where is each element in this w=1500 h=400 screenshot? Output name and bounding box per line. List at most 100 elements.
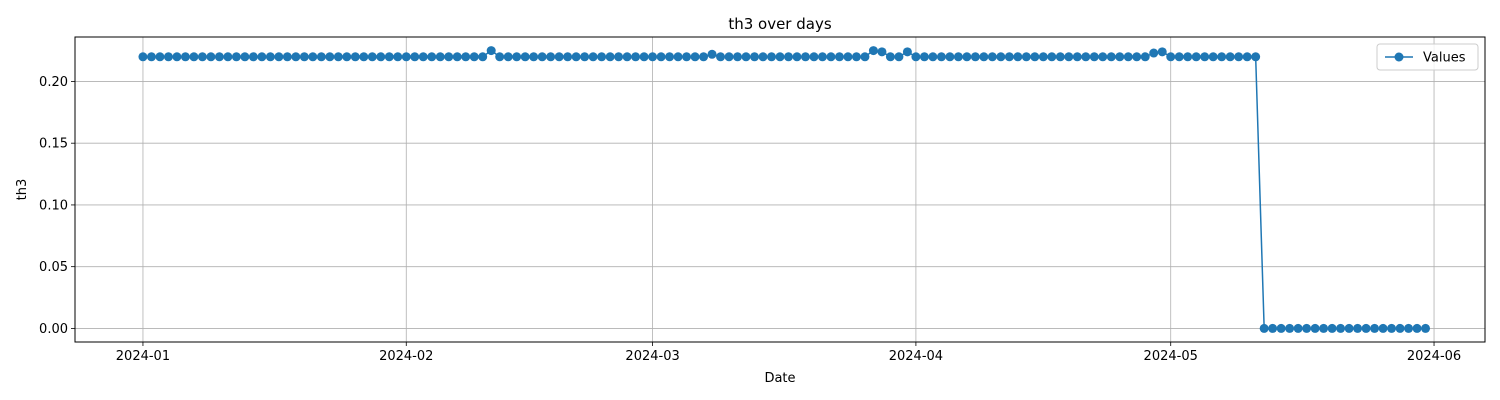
x-axis-label: Date [764,371,795,386]
data-point [1251,52,1261,62]
data-point [189,52,199,62]
data-point [1183,52,1193,62]
data-point [427,52,437,62]
data-point [1013,52,1023,62]
data-point [384,52,394,62]
data-point [1140,52,1150,62]
data-point [1361,323,1371,333]
data-point [1157,47,1167,57]
data-point [665,52,675,62]
data-point [571,52,581,62]
data-point [1047,52,1057,62]
chart-title: th3 over days [728,15,832,33]
data-point [885,52,895,62]
x-tick-label: 2024-06 [1407,349,1461,364]
data-point [758,52,768,62]
data-point [792,52,802,62]
data-point [1072,52,1082,62]
data-point [520,52,530,62]
series-layer [138,46,1431,333]
data-point [1259,323,1269,333]
data-point [248,52,258,62]
data-point [503,52,513,62]
data-point [1353,323,1363,333]
data-point [936,52,946,62]
data-point [979,52,989,62]
data-point [282,52,292,62]
data-point [274,52,284,62]
data-point [316,52,326,62]
data-point [418,52,428,62]
data-point [325,52,335,62]
data-point [1004,52,1014,62]
data-point [478,52,488,62]
data-point [648,52,658,62]
data-point [800,52,810,62]
data-point [1166,52,1176,62]
data-point [257,52,267,62]
data-point [1319,323,1329,333]
data-point [1200,52,1210,62]
data-point [1293,323,1303,333]
data-point [1081,52,1091,62]
data-point [1395,323,1405,333]
data-point [435,52,445,62]
data-point [962,52,972,62]
data-point [410,52,420,62]
data-point [452,52,462,62]
y-tick-label: 0.15 [39,137,68,152]
data-point [597,52,607,62]
data-point [299,52,309,62]
data-point [1217,52,1227,62]
data-point [1030,52,1040,62]
data-point [563,52,573,62]
data-point [1174,52,1184,62]
x-tick-label: 2024-05 [1144,349,1198,364]
data-point [1421,323,1431,333]
grid [75,37,1485,342]
axis-ticks: 2024-01 2024-02 2024-03 2024-04 2024-05 2024-… [39,75,1461,364]
x-tick-label: 2024-04 [889,349,943,364]
data-point [1387,323,1397,333]
data-point [902,47,912,57]
data-point [580,52,590,62]
data-point [673,52,683,62]
data-point [851,52,861,62]
data-point [546,52,556,62]
legend-label: Values [1423,51,1466,66]
data-point [172,52,182,62]
data-point [817,52,827,62]
data-point [214,52,224,62]
data-point [1242,52,1252,62]
data-point [495,52,505,62]
plot-frame [74,36,1486,343]
data-point [605,52,615,62]
data-point [206,52,216,62]
data-point [342,52,352,62]
data-point [155,52,165,62]
data-point [707,49,717,59]
data-point [767,52,777,62]
data-point [1310,323,1320,333]
data-point [1208,52,1218,62]
data-point [741,52,751,62]
data-point [1276,323,1286,333]
data-point [1055,52,1065,62]
data-point [180,52,190,62]
data-point [1191,52,1201,62]
data-point [529,52,539,62]
data-point [486,46,496,56]
data-point [919,52,929,62]
data-point [639,52,649,62]
data-point [554,52,564,62]
data-point [843,52,853,62]
data-point [775,52,785,62]
data-point [1123,52,1133,62]
data-point [682,52,692,62]
y-tick-label: 0.20 [39,75,68,90]
y-axis-label: th3 [15,179,30,201]
data-point [809,52,819,62]
data-point [1132,52,1142,62]
x-tick-label: 2024-03 [625,349,679,364]
